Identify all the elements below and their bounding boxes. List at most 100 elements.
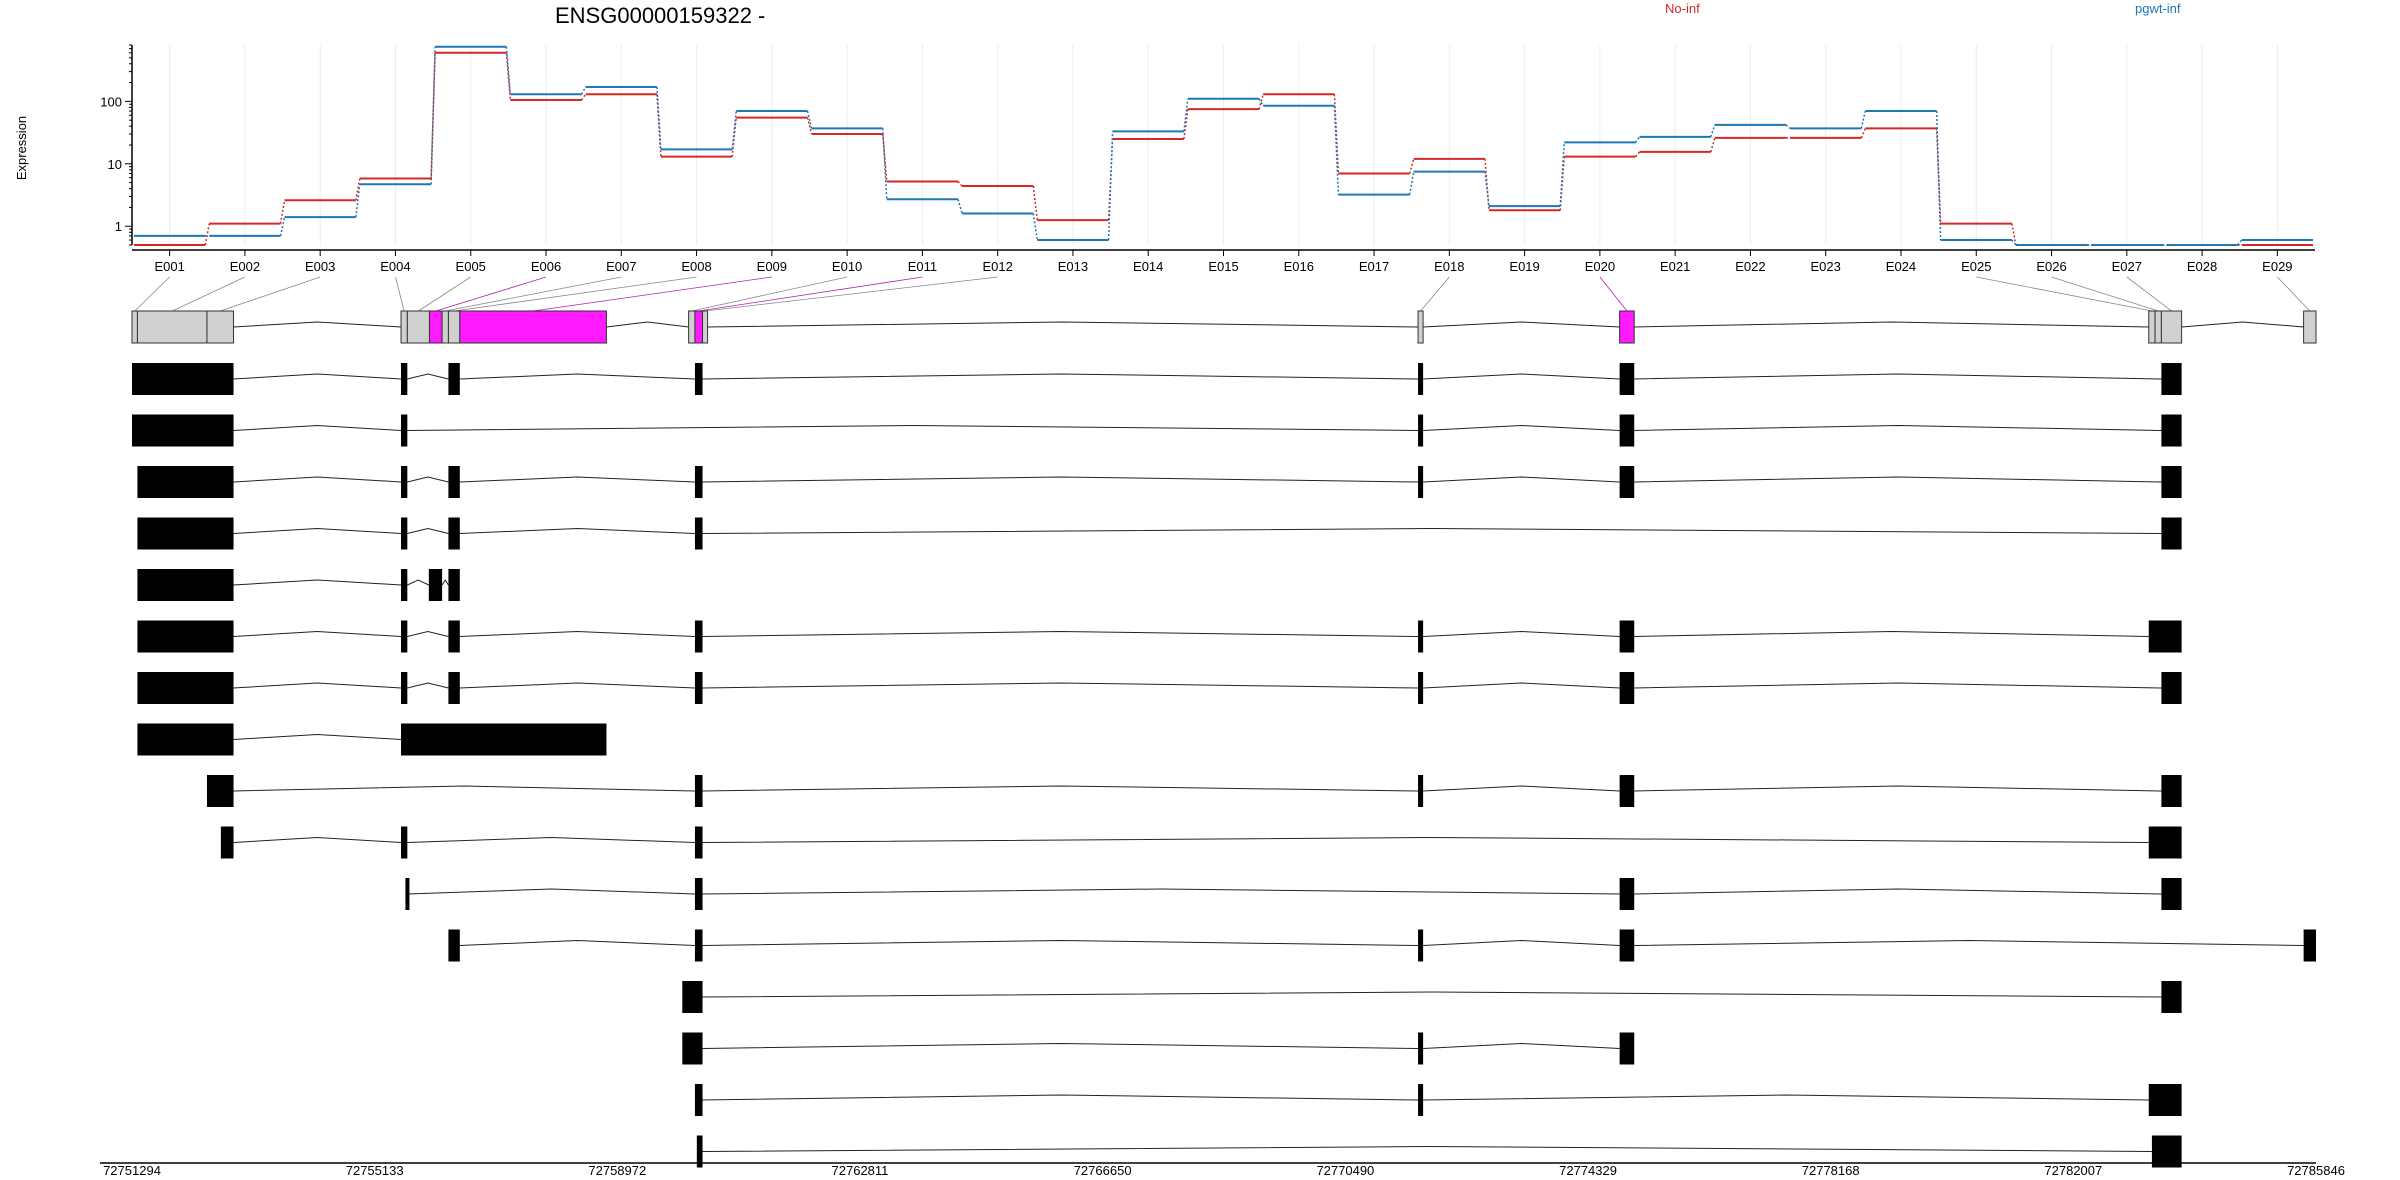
intron-line [459, 476, 695, 483]
coord-tick-label: 72770490 [1316, 1163, 1374, 1178]
gene-model-exon [131, 310, 138, 344]
transcript-track [448, 929, 2316, 962]
intron-line [702, 682, 1419, 689]
step-connector [1634, 151, 1641, 158]
intron-line [459, 682, 695, 689]
x-tick-label: E005 [456, 259, 486, 274]
transcript-exon [2161, 672, 2182, 704]
x-tick-label: E023 [1811, 259, 1841, 274]
y-tick-label: 10 [108, 157, 122, 172]
intron-line [606, 321, 689, 328]
intron-line [707, 321, 1419, 328]
intron-line [233, 424, 402, 431]
gene-model-exon [447, 310, 461, 344]
step-connector [1258, 98, 1264, 107]
x-tick-label: E024 [1886, 259, 1916, 274]
exon-connector [2126, 276, 2172, 312]
step-connector [656, 94, 662, 157]
intron-line [233, 321, 402, 328]
x-tick-label: E003 [305, 259, 335, 274]
x-tick-label: E014 [1133, 259, 1163, 274]
transcript-exon [2161, 517, 2182, 550]
step-connector [806, 117, 813, 135]
intron-line [1423, 785, 1620, 792]
transcript-exon [694, 775, 703, 807]
transcript-exon [682, 981, 703, 1013]
transcript-track [132, 363, 2182, 395]
transcript-exon [448, 466, 460, 498]
transcript-exon [401, 466, 408, 498]
y-axis-label: Expression [14, 116, 29, 180]
intron-line [407, 888, 695, 895]
intron-line [233, 733, 402, 740]
transcript-exon [1619, 1032, 1635, 1065]
x-tick-label: E018 [1434, 259, 1464, 274]
step-connector [1710, 124, 1716, 138]
step-connector [1183, 109, 1189, 140]
transcript-exon [2151, 1135, 2182, 1168]
series-pgwt-inf [134, 45, 2313, 246]
step-connector [1107, 131, 1114, 241]
intron-line [702, 630, 1419, 637]
transcript-track [132, 414, 2182, 447]
x-tick-label: E028 [2187, 259, 2217, 274]
transcript-exon [401, 620, 408, 653]
exon-axis: E001 E002 E003 E004 E005 E006 E007 E008 E009 E010… [132, 249, 2315, 274]
step-connector [957, 199, 963, 214]
intron-line [702, 939, 1419, 946]
exon-connector [172, 276, 246, 312]
step-connector [279, 216, 286, 237]
x-tick-label: E001 [154, 259, 184, 274]
coord-tick-label: 72778168 [1802, 1163, 1860, 1178]
transcript-exon [694, 466, 703, 498]
exon-connector [1599, 276, 1628, 312]
step-connector [1710, 137, 1716, 153]
step-connector [1484, 171, 1490, 207]
coord-tick-label: 72758972 [588, 1163, 646, 1178]
chart-title: ENSG00000159322 - [555, 3, 765, 28]
gene-model-exon [1417, 310, 1424, 344]
transcript-track [220, 826, 2182, 859]
gene-model-exon [688, 310, 696, 344]
transcript-exon [137, 723, 234, 756]
x-tick-label: E022 [1735, 259, 1765, 274]
intron-line [407, 579, 430, 586]
intron-line [1634, 785, 2162, 792]
x-tick-label: E004 [380, 259, 410, 274]
transcript-exon [1418, 620, 1424, 653]
transcript-exon [132, 363, 234, 395]
transcript-exon [1619, 878, 1635, 910]
transcript-track [682, 981, 2182, 1013]
transcript-exon [401, 517, 408, 550]
transcript-track [137, 569, 460, 601]
intron-line [702, 991, 2162, 998]
plot-grid [169, 45, 2278, 245]
step-connector [2011, 239, 2017, 246]
transcript-exon [448, 517, 460, 550]
gene-model-exon [2148, 310, 2156, 344]
x-tick-label: E011 [908, 259, 937, 274]
intron-line [459, 527, 695, 534]
intron-line [1634, 476, 2162, 483]
y-tick-label: 100 [100, 94, 122, 109]
intron-line [1423, 939, 1620, 946]
intron-line [1423, 321, 1620, 328]
transcript-exon [132, 414, 234, 447]
x-tick-label: E008 [681, 259, 711, 274]
transcript-exon [448, 620, 460, 653]
intron-line [702, 836, 2149, 843]
intron-line [233, 785, 695, 792]
coord-tick-label: 72755133 [346, 1163, 404, 1178]
intron-line [702, 373, 1419, 380]
exon-connector [705, 276, 998, 312]
step-connector [1333, 105, 1340, 195]
series-layer [134, 45, 2313, 246]
exon-connector [1976, 276, 2152, 312]
intron-line [407, 373, 449, 380]
intron-line [702, 785, 1419, 792]
gene-model-exon [2303, 310, 2317, 344]
transcript-exon [401, 363, 408, 395]
transcript-track [137, 672, 2182, 704]
intron-line [1634, 939, 2304, 946]
intron-line [407, 630, 449, 637]
